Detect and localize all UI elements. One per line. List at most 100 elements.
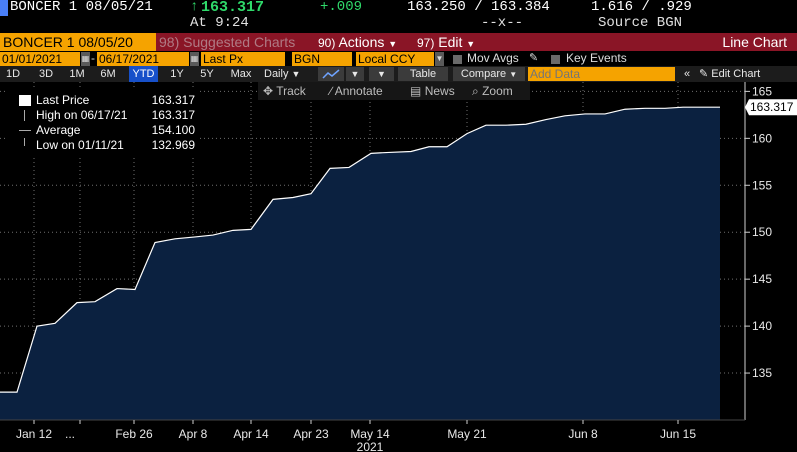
range-3d-button[interactable]: 3D: [38, 68, 54, 80]
line-chart-icon[interactable]: [318, 67, 344, 81]
x-tick-label: ...: [65, 427, 75, 441]
chart-tools-bar: ✥ Track ∕ Annotate ▤ News ⌕ Zoom: [258, 82, 530, 100]
currency-dropdown-icon[interactable]: ▼: [435, 52, 444, 66]
legend-low-label: Low on 01/11/21: [36, 138, 124, 152]
ticker-change: +.009: [320, 0, 363, 15]
mov-avgs-label: Mov Avgs: [467, 51, 519, 65]
pencil-icon[interactable]: ✎: [529, 52, 539, 64]
series-area: [0, 107, 720, 420]
collapse-left-icon[interactable]: «: [683, 68, 691, 80]
y-tick-label: 145: [752, 272, 772, 286]
security-field[interactable]: BONCER 1 08/05/20: [0, 33, 156, 51]
legend-last-price-value: 163.317: [151, 93, 195, 107]
news-icon: ▤: [410, 84, 422, 98]
chart-legend: Last Price 163.317 High on 06/17/21 163.…: [5, 90, 198, 158]
x-year-label: 2021: [357, 440, 384, 452]
field-selector[interactable]: Last Px: [201, 52, 285, 66]
edit-chart-button[interactable]: ✎ Edit Chart: [697, 66, 797, 82]
currency-selector[interactable]: Local CCY: [356, 52, 434, 66]
range-toolbar: 1D 3D 1M 6M YTD 1Y 5Y Max Daily ▼ ▼ ▼ Ta…: [0, 66, 797, 82]
end-date-field[interactable]: 06/17/2021: [97, 52, 189, 66]
edit-menu-button[interactable]: 97) Edit ▼: [414, 33, 490, 51]
range-max-button[interactable]: Max: [230, 68, 252, 80]
y-tick-label: 155: [752, 178, 772, 192]
y-tick-label: 165: [752, 84, 772, 98]
legend-row-high: High on 06/17/21 163.317: [5, 108, 198, 123]
chart-type-label: Line Chart: [490, 33, 797, 51]
ticker-time: At 9:24: [190, 15, 249, 31]
compare-label: Compare: [460, 68, 507, 80]
x-tick-label: Feb 26: [115, 427, 153, 441]
magnifier-icon: ⌕: [472, 84, 479, 98]
legend-row-low: Low on 01/11/21 132.969: [5, 138, 198, 153]
parameter-bar: 01/01/2021 ▦ - 06/17/2021 ▦ Last Px BGN …: [0, 51, 797, 66]
ticker-accent-edge: [0, 0, 8, 16]
x-tick-label: May 21: [447, 427, 487, 441]
series-line: [0, 106, 720, 393]
legend-last-price-label: Last Price: [36, 93, 90, 107]
y-tick-label: 140: [752, 319, 772, 333]
ticker-yields: 1.616 / .929: [591, 0, 692, 15]
track-tool[interactable]: ✥ Track: [263, 82, 306, 100]
legend-row-last-price[interactable]: Last Price 163.317: [5, 93, 198, 108]
legend-high-value: 163.317: [151, 108, 195, 122]
legend-swatch-icon: [19, 95, 31, 106]
range-6m-button[interactable]: 6M: [100, 68, 116, 80]
actions-label: Actions: [338, 34, 385, 50]
y-tick-label: 150: [752, 225, 772, 239]
x-tick-label: Apr 14: [233, 427, 269, 441]
date-separator: -: [91, 51, 95, 65]
legend-high-label: High on 06/17/21: [36, 108, 128, 122]
chart-style-dropdown-icon[interactable]: ▼: [346, 67, 364, 81]
news-tool[interactable]: ▤ News: [410, 82, 455, 100]
function-bar: BONCER 1 08/05/20 98) Suggested Charts 9…: [0, 33, 797, 51]
annotate-label: Annotate: [334, 84, 383, 98]
range-5y-button[interactable]: 5Y: [200, 68, 214, 80]
ticker-bar: BONCER 1 08/05/21 ↑ 163.317 +.009 163.25…: [0, 0, 797, 33]
range-1m-button[interactable]: 1M: [69, 68, 85, 80]
suggested-charts-num: 98): [159, 34, 180, 50]
edit-label: Edit: [438, 34, 463, 50]
legend-average-line-icon: [19, 130, 31, 131]
annotate-tool[interactable]: ∕ Annotate: [330, 82, 383, 100]
table-button[interactable]: Table: [398, 67, 448, 81]
start-date-field[interactable]: 01/01/2021: [0, 52, 80, 66]
edit-chart-label: Edit Chart: [711, 68, 761, 80]
legend-tree-line: [24, 110, 25, 121]
zoom-tool[interactable]: ⌕ Zoom: [472, 82, 513, 100]
ticker-security: BONCER 1 08/05/21: [10, 0, 153, 15]
y-tick-label: 135: [752, 366, 772, 380]
ticker-size: --x--: [481, 15, 524, 31]
calendar-icon[interactable]: ▦: [81, 52, 90, 66]
mov-avgs-checkbox[interactable]: [453, 55, 462, 64]
key-events-checkbox[interactable]: [551, 55, 560, 64]
ticker-source: Source BGN: [598, 15, 683, 31]
chart-options-dropdown-icon[interactable]: ▼: [369, 67, 394, 81]
legend-average-label: Average: [36, 123, 81, 137]
x-tick-label: Jan 12: [16, 427, 52, 441]
suggested-charts-button[interactable]: 98) Suggested Charts: [156, 33, 315, 51]
range-ytd-button[interactable]: YTD: [129, 66, 158, 82]
up-arrow-icon: ↑: [190, 0, 199, 15]
news-label: News: [424, 84, 455, 98]
legend-row-average: Average 154.100: [5, 123, 198, 138]
actions-menu-button[interactable]: 90) Actions ▼: [315, 33, 414, 51]
last-value-box: [745, 99, 797, 116]
add-data-input[interactable]: [528, 67, 675, 81]
source-selector[interactable]: BGN: [292, 52, 352, 66]
crosshair-icon: ✥: [263, 84, 274, 98]
range-1d-button[interactable]: 1D: [5, 68, 21, 80]
y-tick-label: 160: [752, 131, 772, 145]
annotate-icon: ∕: [330, 84, 333, 98]
period-dropdown[interactable]: Daily ▼: [261, 66, 316, 82]
zoom-label: Zoom: [482, 84, 513, 98]
x-tick-label: May 14: [350, 427, 390, 441]
range-1y-button[interactable]: 1Y: [170, 68, 184, 80]
compare-button[interactable]: Compare ▼: [453, 67, 525, 81]
calendar-icon[interactable]: ▦: [190, 52, 199, 66]
x-tick-label: Jun 8: [568, 427, 598, 441]
edit-chart-pencil-icon: ✎: [699, 68, 709, 80]
x-tick-label: Apr 8: [179, 427, 208, 441]
x-tick-label: Jun 15: [660, 427, 696, 441]
legend-tree-line: [24, 138, 25, 146]
